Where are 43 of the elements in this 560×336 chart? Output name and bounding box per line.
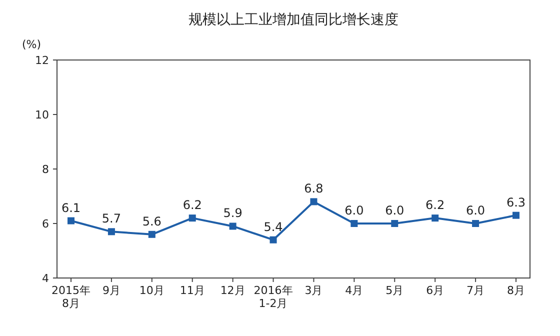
x-tick-label: 9月 (102, 284, 120, 297)
data-label: 6.3 (506, 195, 526, 210)
point (68, 217, 74, 224)
y-tick-label: 4 (42, 272, 49, 285)
x-tick-label: 2015年 8月 (52, 284, 90, 310)
point (512, 212, 520, 219)
x-tick-label: 7月 (466, 284, 485, 297)
data-label: 6.0 (344, 204, 364, 218)
point (472, 220, 480, 227)
x-tick-label: 8月 (507, 284, 525, 297)
point (148, 230, 156, 238)
data-label: 5.7 (102, 212, 121, 226)
data-label: 6.8 (304, 182, 324, 196)
x-tick-label: 12月 (220, 284, 246, 297)
y-tick-label: 10 (35, 108, 49, 122)
x-tick-label: 5月 (386, 284, 404, 297)
point (188, 214, 196, 222)
y-tick-label: 6 (42, 218, 49, 230)
chart-title: 规模以上工业增加值同比增长速度 (188, 12, 398, 28)
x-tick-label: 4月 (345, 284, 364, 297)
x-tick-label: 2016年 1-2月 (254, 284, 293, 310)
data-label: 5.9 (223, 206, 242, 220)
point (350, 220, 358, 227)
data-label: 5.6 (142, 214, 162, 228)
point (229, 222, 236, 230)
data-label: 6.1 (61, 200, 81, 215)
point (108, 228, 115, 236)
point (310, 198, 318, 206)
point (270, 236, 277, 244)
y-tick-label: 8 (42, 163, 49, 176)
x-tick-label: 10月 (139, 284, 164, 297)
point (432, 214, 439, 222)
point (391, 220, 398, 227)
data-label: 5.4 (264, 220, 283, 234)
x-tick-label: 11月 (180, 284, 205, 297)
data-label: 6.0 (466, 204, 486, 218)
data-label: 6.2 (426, 198, 445, 212)
data-label: 6.0 (385, 204, 404, 218)
x-tick-label: 6月 (426, 284, 444, 297)
y-tick-label: 12 (35, 54, 49, 67)
data-label: 6.2 (182, 198, 202, 212)
y-axis-title: (%) (22, 38, 42, 51)
x-tick-label: 3月 (304, 284, 323, 297)
